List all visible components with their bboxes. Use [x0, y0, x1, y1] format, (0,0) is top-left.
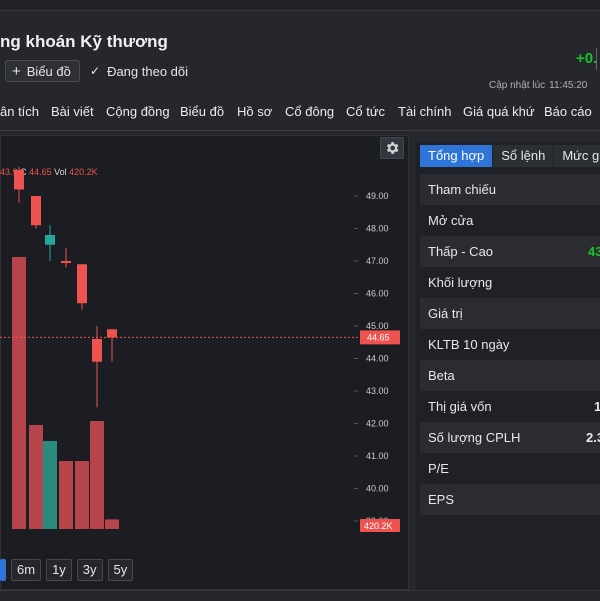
stat-volume: Khối lượng	[420, 267, 600, 298]
range-button-6m[interactable]: 6m	[11, 559, 42, 581]
candle-body	[14, 170, 24, 190]
stat-value-traded: Giá trị	[420, 298, 600, 329]
tab-price-levels[interactable]: Mức giá	[554, 145, 600, 167]
stat-avg-volume: KLTB 10 ngày	[420, 329, 600, 360]
price-tick-label: 49.00	[366, 191, 389, 201]
stat-pe: P/E	[420, 453, 600, 484]
check-icon: ✓	[90, 64, 101, 78]
candle-body	[92, 339, 102, 362]
chart-settings-button[interactable]	[380, 137, 404, 159]
stats-tabs: Tổng hợp Sổ lệnh Mức giá	[420, 145, 600, 167]
stat-label: Beta	[428, 368, 455, 383]
main-nav: ân tích Bài viết Cộng đồng Biểu đồ Hồ sơ…	[0, 96, 600, 126]
stat-reference: Tham chiếu	[420, 174, 600, 205]
update-label: Cập nhật lúc	[489, 80, 546, 91]
range-button-active[interactable]	[0, 559, 6, 581]
nav-item-community[interactable]: Cộng đồng	[106, 104, 170, 119]
stat-label: Số lượng CPLH	[428, 430, 521, 445]
price-tick-label: 45.00	[366, 321, 389, 331]
stat-label: EPS	[428, 492, 455, 507]
stat-label: Thị giá vốn	[428, 399, 492, 414]
stat-value: 2.3	[586, 430, 600, 445]
stat-shares-outstanding: Số lượng CPLH 2.3	[420, 422, 600, 453]
update-time: Cập nhật lúc 11:45:20	[489, 80, 587, 91]
candle-body	[31, 196, 41, 226]
stat-market-cap: Thị giá vốn 1	[420, 391, 600, 422]
range-button-1y[interactable]: 1y	[46, 559, 72, 581]
tab-order-book[interactable]: Sổ lệnh	[493, 145, 555, 167]
stat-eps: EPS	[420, 484, 600, 515]
candle-body	[61, 261, 71, 263]
stat-label: KLTB 10 ngày	[428, 337, 510, 352]
stat-beta: Beta	[420, 360, 600, 391]
stat-value: 1	[594, 399, 600, 414]
stat-label: Thấp - Cao	[428, 244, 494, 259]
price-tick-label: 44.00	[366, 354, 389, 364]
candle-body	[45, 235, 55, 245]
top-strip	[0, 0, 600, 11]
nav-item-shareholders[interactable]: Cổ đông	[285, 104, 335, 119]
candle-body	[77, 264, 87, 304]
volume-bar	[59, 461, 73, 529]
follow-button[interactable]: ✓ Đang theo dõi	[90, 60, 188, 82]
company-name: ng khoán Kỹ thương	[0, 32, 168, 51]
price-tick-label: 47.00	[366, 256, 389, 266]
add-chart-button[interactable]: + Biểu đồ	[5, 60, 80, 82]
header-divider	[596, 48, 597, 70]
tab-summary[interactable]: Tổng hợp	[420, 145, 494, 167]
price-tick-label: 40.00	[366, 484, 389, 494]
stat-open: Mở cửa	[420, 205, 600, 236]
gear-icon	[386, 142, 399, 154]
price-tick-label: 46.00	[366, 289, 389, 299]
price-tick-label: 41.00	[366, 451, 389, 461]
stat-label: Tham chiếu	[428, 182, 496, 197]
follow-label: Đang theo dõi	[107, 63, 189, 79]
current-volume-tag	[360, 519, 400, 532]
volume-bar	[12, 257, 26, 529]
current-price-tag-label: 44.65	[367, 332, 390, 342]
nav-item-posts[interactable]: Bài viết	[51, 104, 94, 119]
stat-label: Mở cửa	[428, 213, 474, 228]
nav-item-profile[interactable]: Hồ sơ	[237, 104, 273, 119]
stat-label: Giá trị	[428, 306, 463, 321]
plus-icon: +	[12, 62, 21, 80]
ohlc-close: 44.65	[29, 167, 52, 177]
volume-bar	[90, 421, 104, 529]
price-change: +0.	[576, 50, 598, 67]
ohlc-vol-label: Vol	[54, 167, 67, 177]
volume-bar	[29, 425, 43, 529]
current-price-tag	[360, 330, 400, 345]
bottom-strip	[0, 590, 600, 601]
volume-bar	[75, 461, 89, 529]
stat-label: P/E	[428, 461, 449, 476]
volume-bar	[43, 441, 57, 529]
nav-item-analysis[interactable]: ân tích	[0, 104, 40, 119]
volume-bar	[105, 519, 119, 529]
current-volume-tag-label: 420.2K	[364, 521, 393, 531]
ohlc-vol: 420.2K	[69, 167, 98, 177]
range-button-3y[interactable]: 3y	[76, 559, 103, 581]
range-button-5y[interactable]: 5y	[107, 559, 134, 581]
add-chart-label: Biểu đồ	[26, 63, 71, 79]
stat-label: Khối lượng	[428, 275, 493, 290]
nav-item-price-history[interactable]: Giá quá khứ	[463, 104, 535, 119]
nav-divider	[0, 130, 600, 131]
price-tick-label: 48.00	[366, 224, 389, 234]
price-tick-label: 42.00	[366, 419, 389, 429]
update-time-value: 11:45:20	[549, 80, 588, 91]
ohlc-open: 43.9	[0, 167, 18, 177]
price-chart[interactable]: 49.00 48.00 47.00 46.00 45.00 44.00 43.00 42.00…	[0, 135, 409, 535]
nav-item-reports[interactable]: Báo cáo	[544, 104, 592, 119]
price-tick-label: 43.00	[366, 386, 389, 396]
nav-item-dividends[interactable]: Cổ tức	[346, 104, 386, 119]
candle-body	[107, 329, 117, 338]
range-selector: 6m 1y 3y 5y	[0, 559, 134, 583]
stat-value: 43	[588, 244, 600, 259]
nav-item-financials[interactable]: Tài chính	[398, 104, 452, 119]
nav-item-chart[interactable]: Biểu đồ	[180, 104, 225, 119]
stat-low-high: Thấp - Cao 43	[420, 236, 600, 267]
